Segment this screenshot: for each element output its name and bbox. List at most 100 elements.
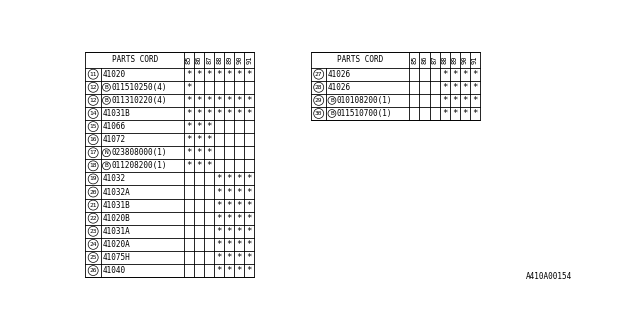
Text: 89: 89: [226, 56, 232, 64]
Text: *: *: [196, 122, 202, 131]
Text: 85: 85: [412, 56, 417, 64]
Bar: [311, 52, 480, 120]
Circle shape: [88, 239, 98, 249]
Text: 41066: 41066: [102, 122, 125, 131]
Text: *: *: [227, 227, 232, 236]
Text: *: *: [216, 227, 222, 236]
Circle shape: [88, 174, 98, 184]
Text: A410A00154: A410A00154: [526, 272, 572, 281]
Text: *: *: [206, 161, 212, 170]
Text: 16: 16: [90, 137, 97, 142]
Text: *: *: [442, 70, 447, 79]
Circle shape: [314, 95, 324, 105]
Text: *: *: [237, 253, 242, 262]
Text: 28: 28: [315, 85, 323, 90]
Text: 27: 27: [315, 72, 323, 77]
Text: 15: 15: [90, 124, 97, 129]
Text: 011510700(1): 011510700(1): [337, 109, 392, 118]
Text: *: *: [206, 109, 212, 118]
Text: *: *: [237, 109, 242, 118]
Text: *: *: [206, 70, 212, 79]
Text: *: *: [186, 70, 191, 79]
Text: *: *: [246, 240, 252, 249]
Circle shape: [102, 162, 110, 170]
Text: 12: 12: [90, 85, 97, 90]
Text: *: *: [227, 253, 232, 262]
Text: 91: 91: [472, 56, 478, 64]
Text: 41031B: 41031B: [102, 109, 130, 118]
Text: 41032: 41032: [102, 174, 125, 183]
Text: *: *: [227, 188, 232, 196]
Text: 88: 88: [216, 56, 222, 64]
Text: 87: 87: [206, 56, 212, 64]
Text: *: *: [462, 70, 467, 79]
Text: *: *: [246, 70, 252, 79]
Circle shape: [88, 266, 98, 276]
Text: 24: 24: [90, 242, 97, 247]
Text: 011510250(4): 011510250(4): [111, 83, 166, 92]
Text: *: *: [216, 266, 222, 275]
Text: *: *: [237, 174, 242, 183]
Text: *: *: [442, 109, 447, 118]
Text: PARTS CORD: PARTS CORD: [111, 55, 158, 64]
Text: *: *: [237, 240, 242, 249]
Circle shape: [102, 84, 110, 91]
Text: *: *: [462, 83, 467, 92]
Text: *: *: [472, 109, 477, 118]
Text: *: *: [237, 70, 242, 79]
Text: B: B: [104, 98, 108, 103]
Text: *: *: [227, 201, 232, 210]
Text: *: *: [462, 109, 467, 118]
Text: 22: 22: [90, 216, 97, 221]
Circle shape: [88, 187, 98, 197]
Text: 41032A: 41032A: [102, 188, 130, 196]
Text: 91: 91: [246, 56, 252, 64]
Text: 011208200(1): 011208200(1): [111, 161, 166, 170]
Circle shape: [314, 108, 324, 118]
Text: 86: 86: [196, 56, 202, 64]
Text: 41040: 41040: [102, 266, 125, 275]
Text: 85: 85: [186, 56, 192, 64]
Text: *: *: [186, 109, 191, 118]
Text: 010108200(1): 010108200(1): [337, 96, 392, 105]
Text: *: *: [227, 70, 232, 79]
Text: N: N: [104, 150, 108, 155]
Text: 12: 12: [90, 98, 97, 103]
Text: *: *: [227, 109, 232, 118]
Circle shape: [314, 69, 324, 79]
Text: *: *: [186, 83, 191, 92]
Text: *: *: [452, 96, 458, 105]
Text: *: *: [246, 201, 252, 210]
Circle shape: [314, 82, 324, 92]
Text: *: *: [462, 96, 467, 105]
Text: 41075H: 41075H: [102, 253, 130, 262]
Text: *: *: [472, 83, 477, 92]
Circle shape: [328, 96, 336, 104]
Circle shape: [88, 200, 98, 210]
Text: *: *: [237, 188, 242, 196]
Circle shape: [102, 149, 110, 157]
Text: *: *: [237, 214, 242, 223]
Text: *: *: [216, 96, 222, 105]
Text: 41020: 41020: [102, 70, 125, 79]
Text: *: *: [216, 253, 222, 262]
Text: *: *: [442, 96, 447, 105]
Text: 90: 90: [462, 56, 468, 64]
Circle shape: [88, 226, 98, 236]
Text: *: *: [216, 70, 222, 79]
Text: *: *: [216, 188, 222, 196]
Text: *: *: [186, 135, 191, 144]
Circle shape: [88, 135, 98, 145]
Circle shape: [88, 148, 98, 158]
Text: 11: 11: [90, 72, 97, 77]
Text: 41026: 41026: [328, 70, 351, 79]
Circle shape: [88, 213, 98, 223]
Text: *: *: [216, 214, 222, 223]
Text: *: *: [246, 266, 252, 275]
Text: *: *: [206, 122, 212, 131]
Text: *: *: [227, 214, 232, 223]
Text: 17: 17: [90, 150, 97, 155]
Text: 41031B: 41031B: [102, 201, 130, 210]
Text: 23: 23: [90, 229, 97, 234]
Circle shape: [328, 109, 336, 117]
